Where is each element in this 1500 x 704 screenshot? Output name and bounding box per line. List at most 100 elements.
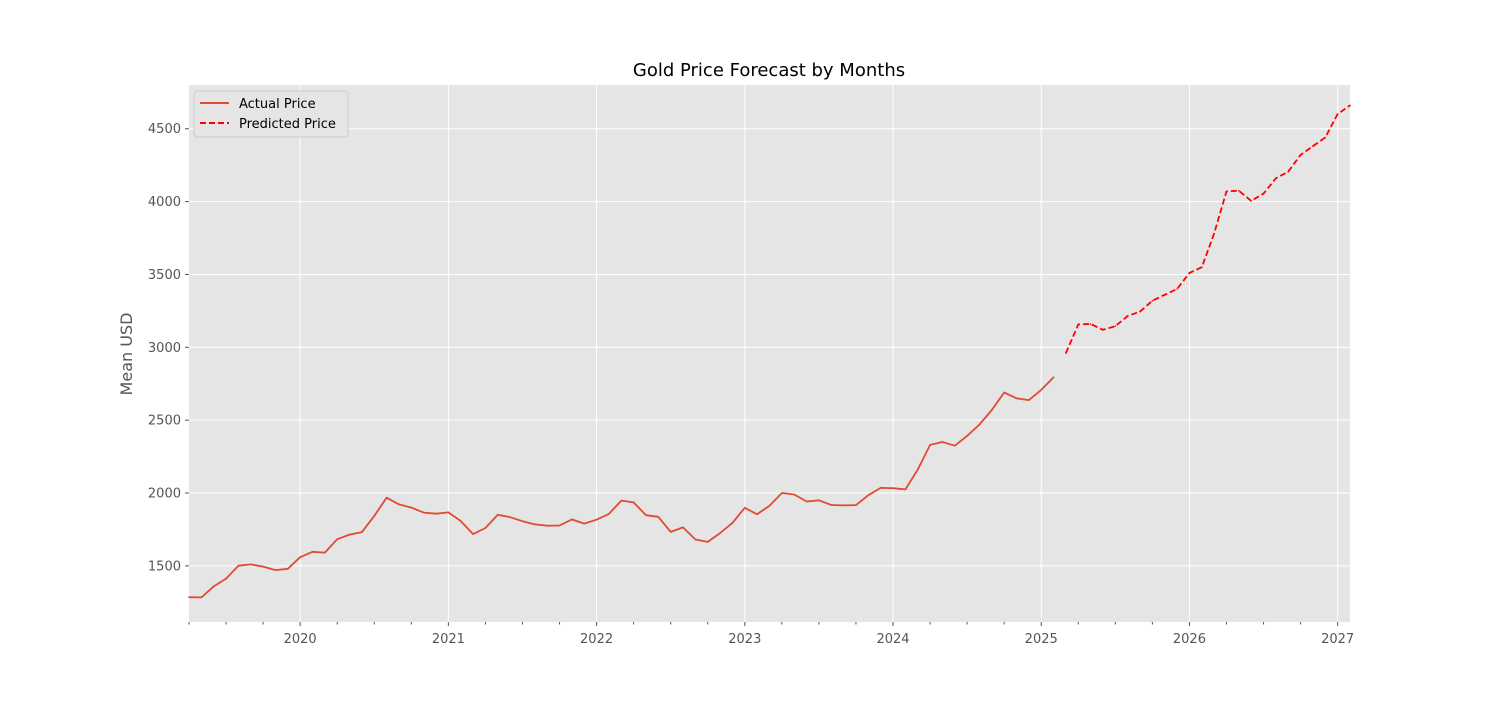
data-point xyxy=(595,518,598,521)
data-point xyxy=(867,494,870,497)
legend-label-actual: Actual Price xyxy=(239,97,316,112)
data-point xyxy=(571,518,573,521)
legend-box xyxy=(193,90,349,138)
data-point xyxy=(521,520,524,522)
y-tick-label: 3000 xyxy=(148,341,181,356)
data-point xyxy=(645,514,647,516)
data-point xyxy=(237,564,240,567)
data-point xyxy=(1126,315,1129,317)
data-point xyxy=(188,596,190,598)
data-point xyxy=(756,513,758,516)
data-point xyxy=(719,532,721,534)
data-point xyxy=(435,512,437,515)
data-point xyxy=(916,468,919,471)
data-point xyxy=(706,541,709,543)
data-point xyxy=(1201,266,1203,269)
data-point xyxy=(509,516,511,518)
data-point xyxy=(1028,399,1030,401)
x-tick-label: 2022 xyxy=(580,632,613,647)
data-point xyxy=(274,569,277,571)
data-point xyxy=(744,507,746,509)
data-point xyxy=(879,487,882,489)
data-point xyxy=(1225,190,1228,193)
data-point xyxy=(991,409,993,411)
data-point xyxy=(410,506,413,509)
data-point xyxy=(299,556,302,558)
data-point xyxy=(348,533,351,536)
data-point xyxy=(1003,391,1005,394)
data-point xyxy=(1238,189,1240,192)
data-point xyxy=(447,511,450,514)
y-axis-label: Mean USD xyxy=(117,313,136,396)
data-point xyxy=(1077,323,1080,326)
data-point xyxy=(830,504,833,506)
data-point xyxy=(731,522,734,524)
plot-area xyxy=(189,85,1350,622)
data-point xyxy=(966,435,968,437)
data-point xyxy=(1275,177,1277,180)
data-point xyxy=(324,551,326,554)
data-point xyxy=(459,520,462,522)
y-tick-label: 2000 xyxy=(148,487,181,502)
x-tick-label: 2023 xyxy=(728,632,761,647)
data-point xyxy=(1052,376,1055,379)
data-point xyxy=(818,499,820,502)
data-point xyxy=(1336,113,1339,115)
y-tick-label: 2500 xyxy=(148,414,181,429)
data-point xyxy=(1349,104,1351,107)
data-point xyxy=(1089,323,1092,325)
y-tick-label: 1500 xyxy=(148,559,181,574)
data-point xyxy=(892,487,894,490)
data-point xyxy=(336,538,339,540)
data-point xyxy=(558,524,561,527)
data-point xyxy=(200,596,203,599)
x-tick-label: 2026 xyxy=(1173,632,1206,647)
grid xyxy=(189,85,1350,622)
data-point xyxy=(1250,200,1252,202)
x-tick-label: 2020 xyxy=(284,632,317,647)
data-point xyxy=(768,504,771,507)
data-point xyxy=(620,499,623,502)
data-point xyxy=(1299,154,1302,156)
data-point xyxy=(1163,294,1166,296)
data-point xyxy=(1213,232,1215,235)
data-point xyxy=(385,496,388,499)
data-point xyxy=(632,501,635,504)
legend: Actual Price Predicted Price xyxy=(193,90,349,138)
data-point xyxy=(657,516,660,518)
data-point xyxy=(1188,272,1191,274)
data-point xyxy=(497,513,499,516)
data-point xyxy=(311,551,314,553)
data-point xyxy=(1151,299,1154,302)
x-tick-label: 2027 xyxy=(1321,632,1354,647)
data-point xyxy=(1324,136,1327,139)
data-point xyxy=(682,526,684,529)
data-point xyxy=(287,568,289,570)
data-point xyxy=(398,503,400,506)
data-point xyxy=(842,504,845,507)
data-point xyxy=(1176,288,1178,290)
data-point xyxy=(583,522,585,525)
data-point xyxy=(1040,389,1042,391)
data-point xyxy=(781,492,783,494)
data-point xyxy=(1102,329,1104,331)
y-tick-label: 4000 xyxy=(148,195,181,210)
data-point xyxy=(941,441,944,443)
data-point xyxy=(855,504,857,506)
data-point xyxy=(929,444,931,446)
data-point xyxy=(793,493,795,496)
data-point xyxy=(534,523,536,526)
data-point xyxy=(694,538,697,541)
axis-ticks: 1500 2000 2500 3000 3500 4000 4500 2020 2021 2022… xyxy=(148,122,1354,647)
data-point xyxy=(1312,145,1314,147)
data-point xyxy=(1262,192,1265,195)
chart-title: Gold Price Forecast by Months xyxy=(633,60,905,81)
data-point xyxy=(954,444,956,447)
data-point xyxy=(978,423,981,426)
data-point xyxy=(1015,397,1018,400)
data-point xyxy=(1065,352,1067,354)
series-layer xyxy=(188,104,1351,599)
data-point xyxy=(212,585,215,588)
